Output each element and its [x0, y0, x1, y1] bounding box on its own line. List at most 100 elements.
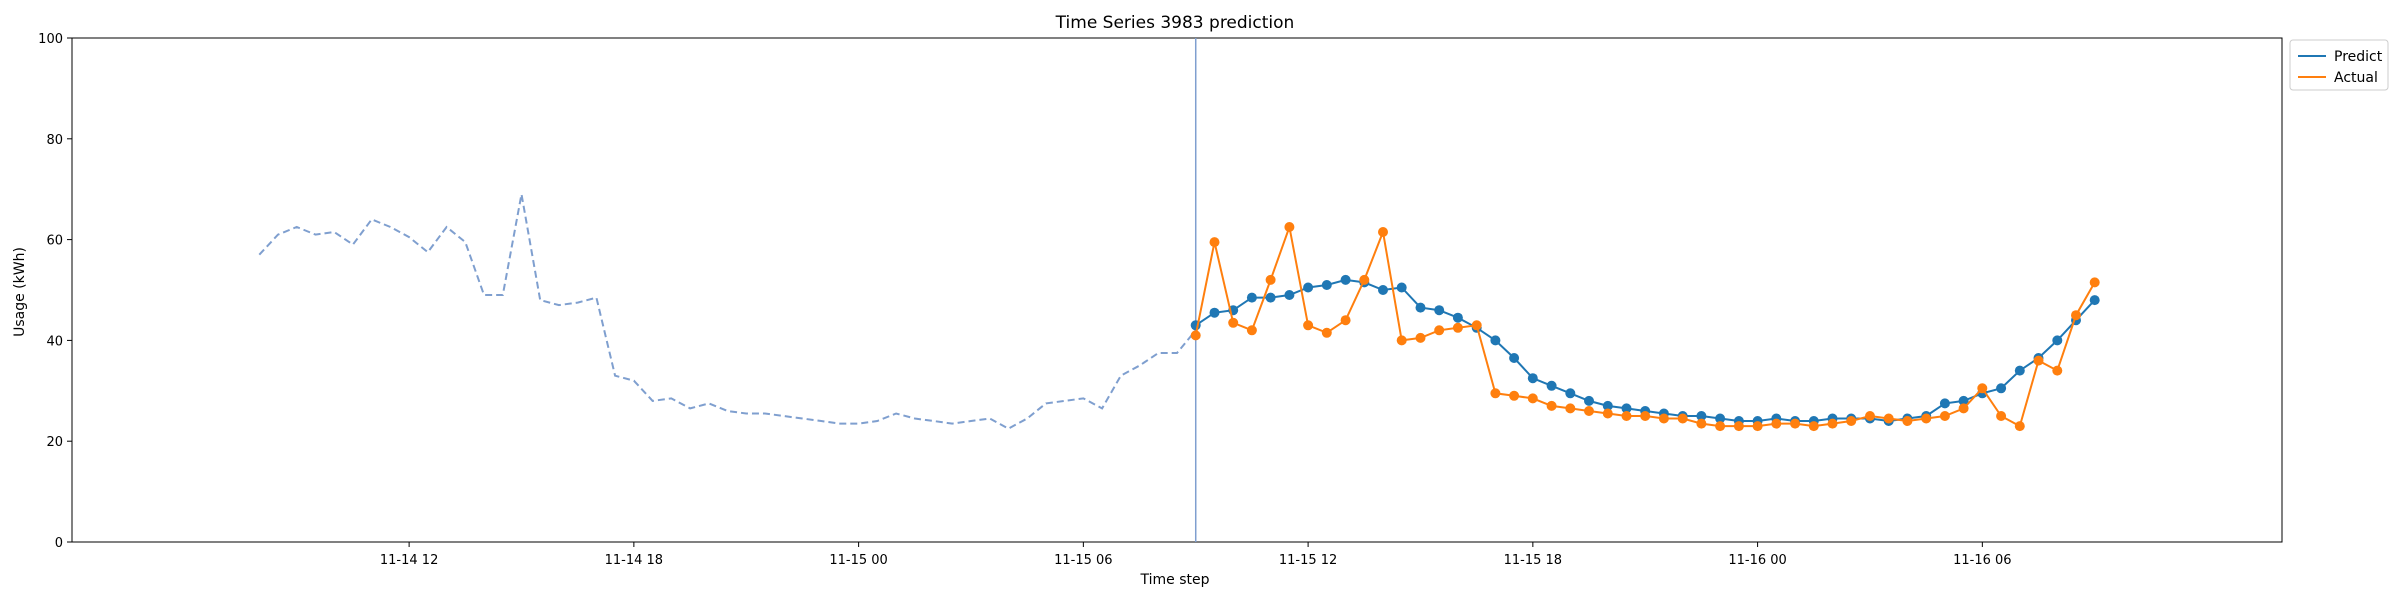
- predict-point: [1527, 373, 1538, 384]
- actual-point: [1527, 393, 1538, 404]
- actual-point: [1939, 411, 1950, 421]
- actual-point: [1846, 416, 1857, 426]
- actual-point: [1640, 411, 1651, 421]
- predict-point: [1321, 280, 1332, 290]
- actual-point: [1621, 411, 1632, 421]
- x-tick-label: 11-15 12: [1279, 553, 1337, 568]
- actual-point: [1715, 421, 1726, 432]
- actual-point: [1808, 421, 1819, 432]
- actual-point: [1958, 403, 1969, 414]
- actual-point: [1696, 418, 1707, 429]
- predict-point: [1996, 383, 2007, 394]
- predict-point: [1265, 292, 1276, 303]
- actual-point: [1752, 421, 1763, 432]
- predict-point: [1209, 307, 1220, 318]
- actual-point: [1190, 330, 1201, 341]
- predict-point: [1378, 285, 1388, 295]
- actual-point: [1790, 418, 1801, 429]
- actual-point: [1546, 400, 1557, 411]
- legend-actual-label: Actual: [2334, 70, 2378, 86]
- actual-point: [1977, 383, 1988, 394]
- actual-point: [1471, 320, 1482, 331]
- actual-point: [1602, 408, 1613, 419]
- predict-point: [2014, 365, 2025, 376]
- x-tick-label: 11-15 18: [1504, 553, 1562, 568]
- predict-point: [1602, 400, 1613, 411]
- actual-point: [2071, 310, 2081, 321]
- actual-point: [1321, 327, 1332, 338]
- predict-point: [1939, 398, 1950, 409]
- actual-point: [1827, 418, 1838, 429]
- actual-point: [1378, 227, 1388, 237]
- actual-point: [2014, 421, 2025, 432]
- actual-point: [1434, 325, 1445, 336]
- legend: Predict Actual: [2289, 39, 2389, 91]
- predict-point: [1246, 292, 1257, 303]
- predict-point: [1396, 282, 1407, 293]
- actual-point: [1415, 332, 1426, 343]
- legend-predict-label: Predict: [2334, 49, 2383, 65]
- y-tick-label: 20: [46, 435, 63, 450]
- actual-point: [1584, 406, 1594, 416]
- x-tick-label: 11-14 12: [380, 553, 438, 568]
- y-axis: 0 20 40 60 80 100: [38, 32, 72, 551]
- actual-point: [1228, 317, 1239, 328]
- history-line: [258, 194, 1197, 430]
- actual-point: [1883, 413, 1894, 424]
- x-tick-label: 11-14 18: [605, 553, 663, 568]
- predict-point: [1565, 388, 1576, 399]
- predict-point: [1490, 335, 1501, 346]
- x-tick-label: 11-15 06: [1054, 553, 1112, 568]
- predict-point: [1958, 395, 1969, 406]
- actual-point: [1340, 315, 1351, 326]
- predict-point: [1715, 413, 1726, 424]
- x-axis: 11-14 12 11-14 18 11-15 00 11-15 06 11-15 12…: [380, 542, 2012, 568]
- predict-point: [2052, 335, 2063, 346]
- x-tick-label: 11-16 06: [1953, 553, 2011, 568]
- actual-point: [1396, 335, 1407, 346]
- predict-point: [1284, 290, 1295, 300]
- actual-point: [1359, 274, 1370, 285]
- predict-point: [1303, 282, 1314, 293]
- x-axis-title: Time step: [1140, 572, 1210, 588]
- actual-point: [1865, 411, 1875, 421]
- predict-point: [1452, 312, 1463, 323]
- actual-point: [2052, 365, 2063, 376]
- predict-point: [1546, 380, 1557, 391]
- chart-title: Time Series 3983 prediction: [1055, 13, 1295, 33]
- predict-point: [1434, 305, 1445, 316]
- y-tick-label: 80: [46, 133, 63, 148]
- actual-point: [1565, 403, 1576, 414]
- actual-point: [2089, 277, 2100, 288]
- series-layer: [1190, 222, 2100, 432]
- y-axis-title: Usage (kWh): [12, 247, 28, 337]
- actual-point: [1246, 325, 1257, 336]
- x-tick-label: 11-16 00: [1728, 553, 1786, 568]
- predict-point: [2089, 295, 2100, 306]
- actual-point: [1996, 411, 2007, 421]
- actual-point: [1303, 320, 1314, 331]
- y-tick-label: 100: [38, 32, 63, 47]
- predict-point: [1509, 353, 1520, 363]
- y-tick-label: 0: [55, 536, 63, 551]
- y-tick-label: 40: [46, 334, 63, 349]
- predict-point: [1621, 403, 1632, 414]
- predict-point: [1415, 302, 1426, 313]
- actual-point: [1771, 418, 1782, 429]
- predict-point: [1584, 395, 1594, 406]
- actual-point: [1921, 413, 1932, 424]
- x-tick-label: 11-15 00: [829, 553, 887, 568]
- actual-point: [1677, 413, 1688, 424]
- actual-point: [1490, 388, 1501, 399]
- actual-point: [1733, 421, 1744, 432]
- actual-series: [1190, 222, 2100, 432]
- actual-point: [1265, 274, 1276, 285]
- actual-point: [1209, 237, 1220, 248]
- predict-point: [1696, 411, 1707, 421]
- actual-point: [1452, 322, 1463, 333]
- actual-point: [1509, 390, 1520, 401]
- actual-point: [2033, 355, 2044, 366]
- actual-point: [1284, 222, 1295, 232]
